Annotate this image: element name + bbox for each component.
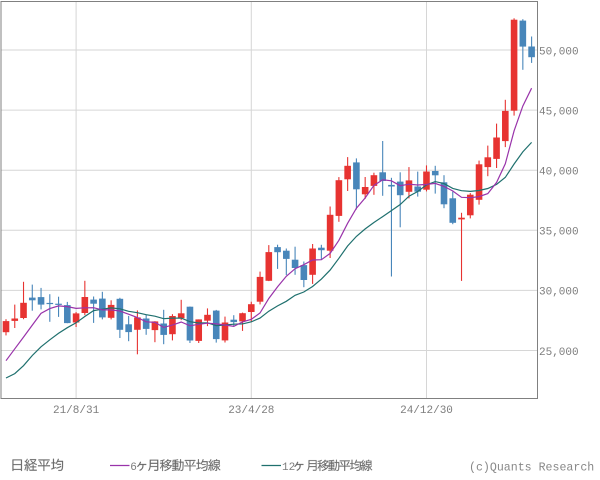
svg-text:25,000: 25,000: [539, 347, 579, 359]
svg-text:6: 6: [130, 462, 137, 474]
svg-text:21/8/31: 21/8/31: [53, 405, 100, 417]
svg-text:23/4/28: 23/4/28: [228, 405, 274, 417]
svg-text:12: 12: [282, 462, 295, 474]
svg-text:30,000: 30,000: [539, 287, 579, 299]
svg-text:35,000: 35,000: [539, 227, 579, 239]
svg-text:(c)Quants Research: (c)Quants Research: [469, 462, 594, 475]
svg-text:24/12/30: 24/12/30: [400, 405, 453, 417]
svg-text:45,000: 45,000: [539, 106, 579, 118]
svg-text:50,000: 50,000: [539, 46, 579, 58]
svg-text:40,000: 40,000: [539, 167, 579, 179]
